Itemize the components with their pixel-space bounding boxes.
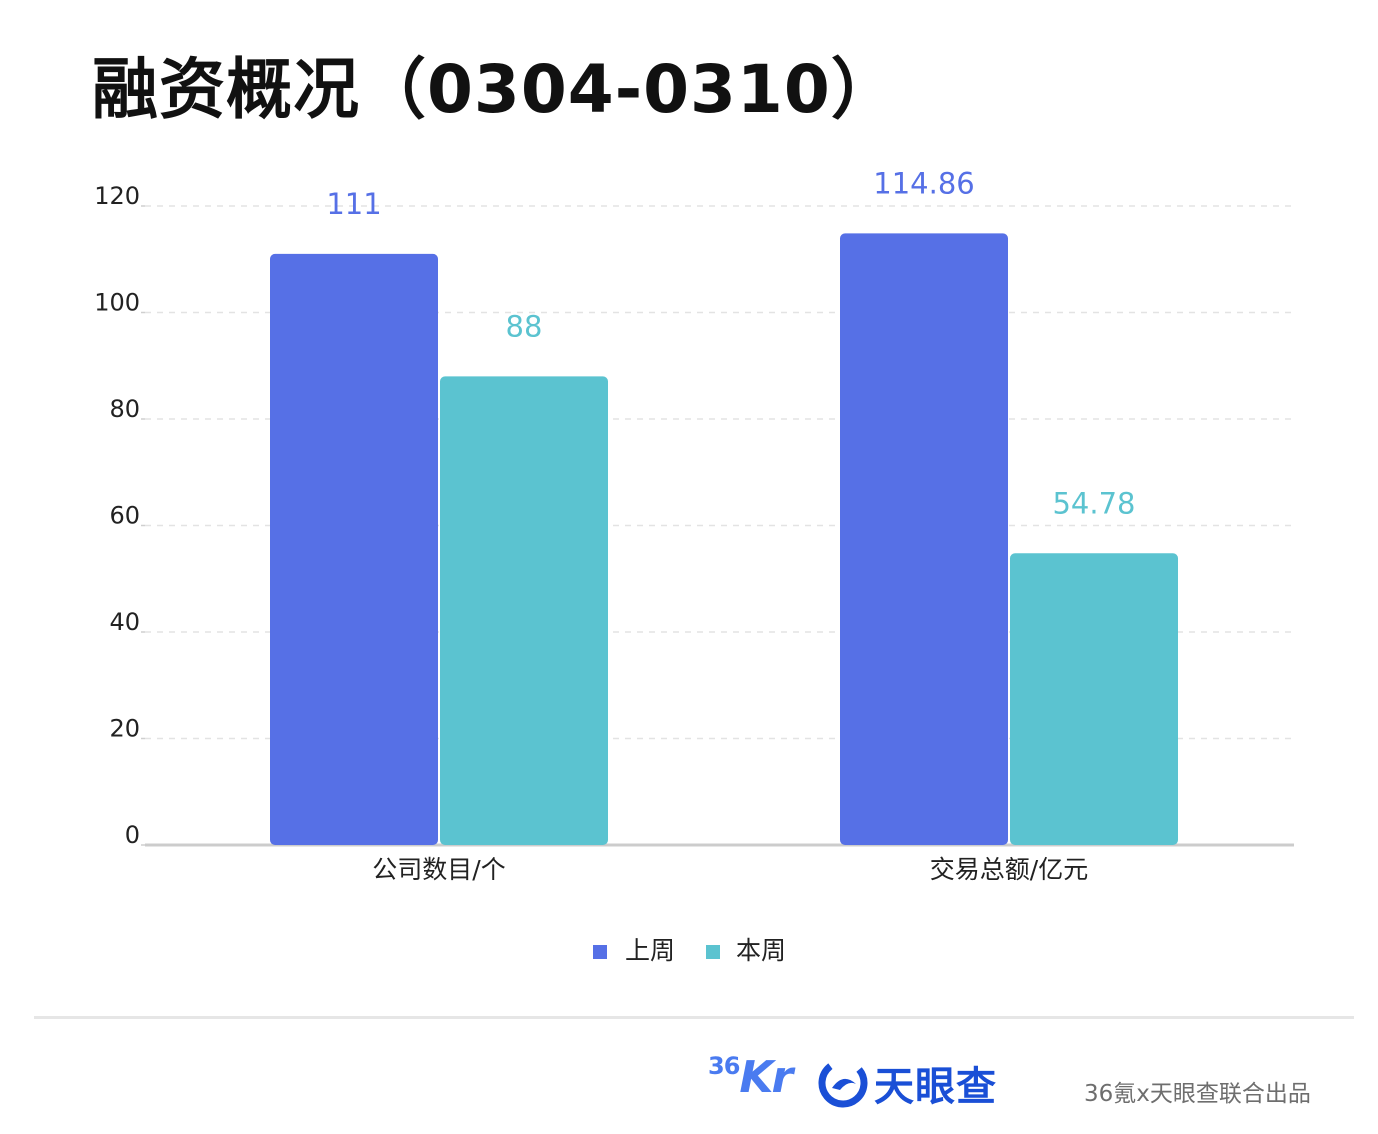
- chart-title: 融资概况（0304-0310）: [92, 51, 898, 128]
- footer-divider: [34, 1016, 1354, 1019]
- y-tick-label: 60: [109, 502, 140, 530]
- bar-this-week: [440, 376, 608, 845]
- data-label: 88: [506, 309, 543, 343]
- y-tick-label: 40: [109, 608, 140, 636]
- legend-label: 上周: [625, 936, 675, 965]
- y-tick-label: 0: [125, 821, 140, 849]
- bar-last-week: [270, 253, 438, 846]
- data-label: 54.78: [1052, 486, 1135, 520]
- legend-swatch: [593, 945, 607, 959]
- y-tick-label: 120: [94, 182, 140, 210]
- logo-36kr: 36Kr: [708, 1052, 793, 1103]
- x-tick-label: 公司数目/个: [372, 855, 505, 884]
- data-label: 111: [326, 187, 381, 221]
- bar-last-week: [840, 233, 1008, 846]
- tianyancha-wordmark: 天眼查: [874, 1064, 997, 1110]
- bar-chart: 0 20 40 60 80 100 120 111 88 公司数目/个 114.86 54.78 交易总…: [94, 166, 1294, 965]
- x-tick-label: 交易总额/亿元: [930, 855, 1088, 884]
- y-tick-label: 100: [94, 289, 140, 317]
- logo-36kr-letters: Kr: [739, 1052, 793, 1103]
- tianyancha-icon: [818, 1058, 868, 1108]
- y-tick-label: 80: [109, 395, 140, 423]
- data-label: 114.86: [873, 166, 974, 200]
- footer: 36Kr 天眼查 36氪x天眼查联合出品: [0, 1050, 1378, 1120]
- bar-this-week: [1010, 553, 1178, 845]
- footer-credit: 36氪x天眼查联合出品: [1084, 1081, 1311, 1107]
- logo-tianyancha: 天眼查: [818, 1054, 997, 1112]
- legend-swatch: [706, 945, 720, 959]
- logo-36kr-number: 36: [708, 1052, 740, 1080]
- legend-label: 本周: [736, 936, 786, 965]
- y-tick-label: 20: [109, 715, 140, 743]
